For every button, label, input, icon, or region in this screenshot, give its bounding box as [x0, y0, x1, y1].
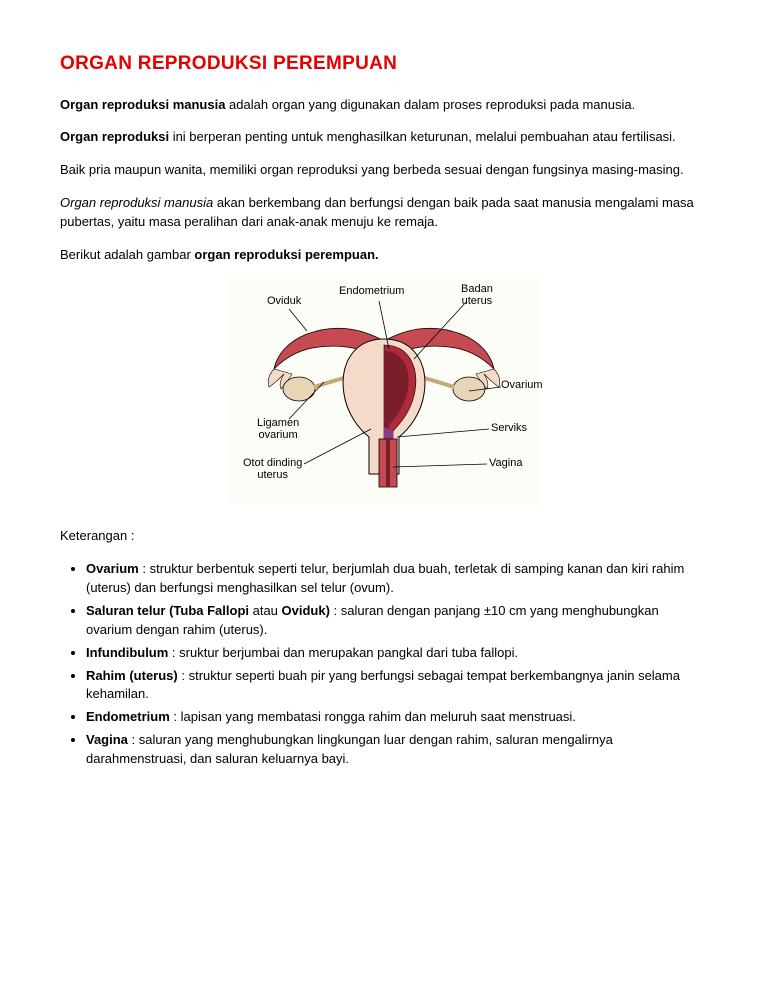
p2-bold: Organ reproduksi — [60, 129, 169, 144]
list-item: Rahim (uterus) : struktur seperti buah p… — [86, 667, 708, 705]
mid: atau — [249, 603, 282, 618]
list-item: Saluran telur (Tuba Fallopi atau Oviduk)… — [86, 602, 708, 640]
desc: sruktur berjumbai dan merupakan pangkal … — [179, 645, 518, 660]
label-otot: Otot dindinguterus — [243, 457, 302, 481]
label-vagina: Vagina — [489, 457, 522, 469]
p5-pre: Berikut adalah gambar — [60, 247, 194, 262]
label-ligamen: Ligamenovarium — [257, 417, 299, 441]
label-endometrium: Endometrium — [339, 285, 404, 297]
p5-bold: organ reproduksi perempuan. — [194, 247, 378, 262]
sep: : — [128, 732, 139, 747]
p4-italic: Organ reproduksi manusia — [60, 195, 213, 210]
label-serviks: Serviks — [491, 422, 527, 434]
p1-rest: adalah organ yang digunakan dalam proses… — [225, 97, 635, 112]
desc: struktur berbentuk seperti telur, berjum… — [86, 561, 684, 595]
sep: : — [330, 603, 341, 618]
sep: : — [168, 645, 179, 660]
list-item: Endometrium : lapisan yang membatasi ron… — [86, 708, 708, 727]
list-item: Ovarium : struktur berbentuk seperti tel… — [86, 560, 708, 598]
label-badan-uterus: Badanuterus — [461, 283, 493, 307]
paragraph-2: Organ reproduksi ini berperan penting un… — [60, 128, 708, 147]
term: Infundibulum — [86, 645, 168, 660]
sep: : — [170, 709, 181, 724]
term: Rahim (uterus) — [86, 668, 178, 683]
sep: : — [178, 668, 189, 683]
term: Endometrium — [86, 709, 170, 724]
label-oviduk: Oviduk — [267, 295, 301, 307]
sep: : — [139, 561, 150, 576]
paragraph-3: Baik pria maupun wanita, memiliki organ … — [60, 161, 708, 180]
diagram-container: Oviduk Endometrium Badanuterus Ovarium S… — [60, 279, 708, 510]
anatomy-diagram: Oviduk Endometrium Badanuterus Ovarium S… — [229, 279, 539, 504]
term: Saluran telur (Tuba Fallopi — [86, 603, 249, 618]
desc: saluran yang menghubungkan lingkungan lu… — [86, 732, 613, 766]
paragraph-5: Berikut adalah gambar organ reproduksi p… — [60, 246, 708, 265]
p2-rest: ini berperan penting untuk menghasilkan … — [169, 129, 676, 144]
definition-list: Ovarium : struktur berbentuk seperti tel… — [60, 560, 708, 768]
p1-bold: Organ reproduksi manusia — [60, 97, 225, 112]
desc: lapisan yang membatasi rongga rahim dan … — [181, 709, 576, 724]
term: Ovarium — [86, 561, 139, 576]
label-ovarium: Ovarium — [501, 379, 543, 391]
page-title: ORGAN REPRODUKSI PEREMPUAN — [60, 50, 708, 78]
list-item: Infundibulum : sruktur berjumbai dan mer… — [86, 644, 708, 663]
list-item: Vagina : saluran yang menghubungkan ling… — [86, 731, 708, 769]
term: Vagina — [86, 732, 128, 747]
paragraph-1: Organ reproduksi manusia adalah organ ya… — [60, 96, 708, 115]
term2: Oviduk) — [282, 603, 330, 618]
paragraph-4: Organ reproduksi manusia akan berkembang… — [60, 194, 708, 232]
keterangan-heading: Keterangan : — [60, 527, 708, 546]
